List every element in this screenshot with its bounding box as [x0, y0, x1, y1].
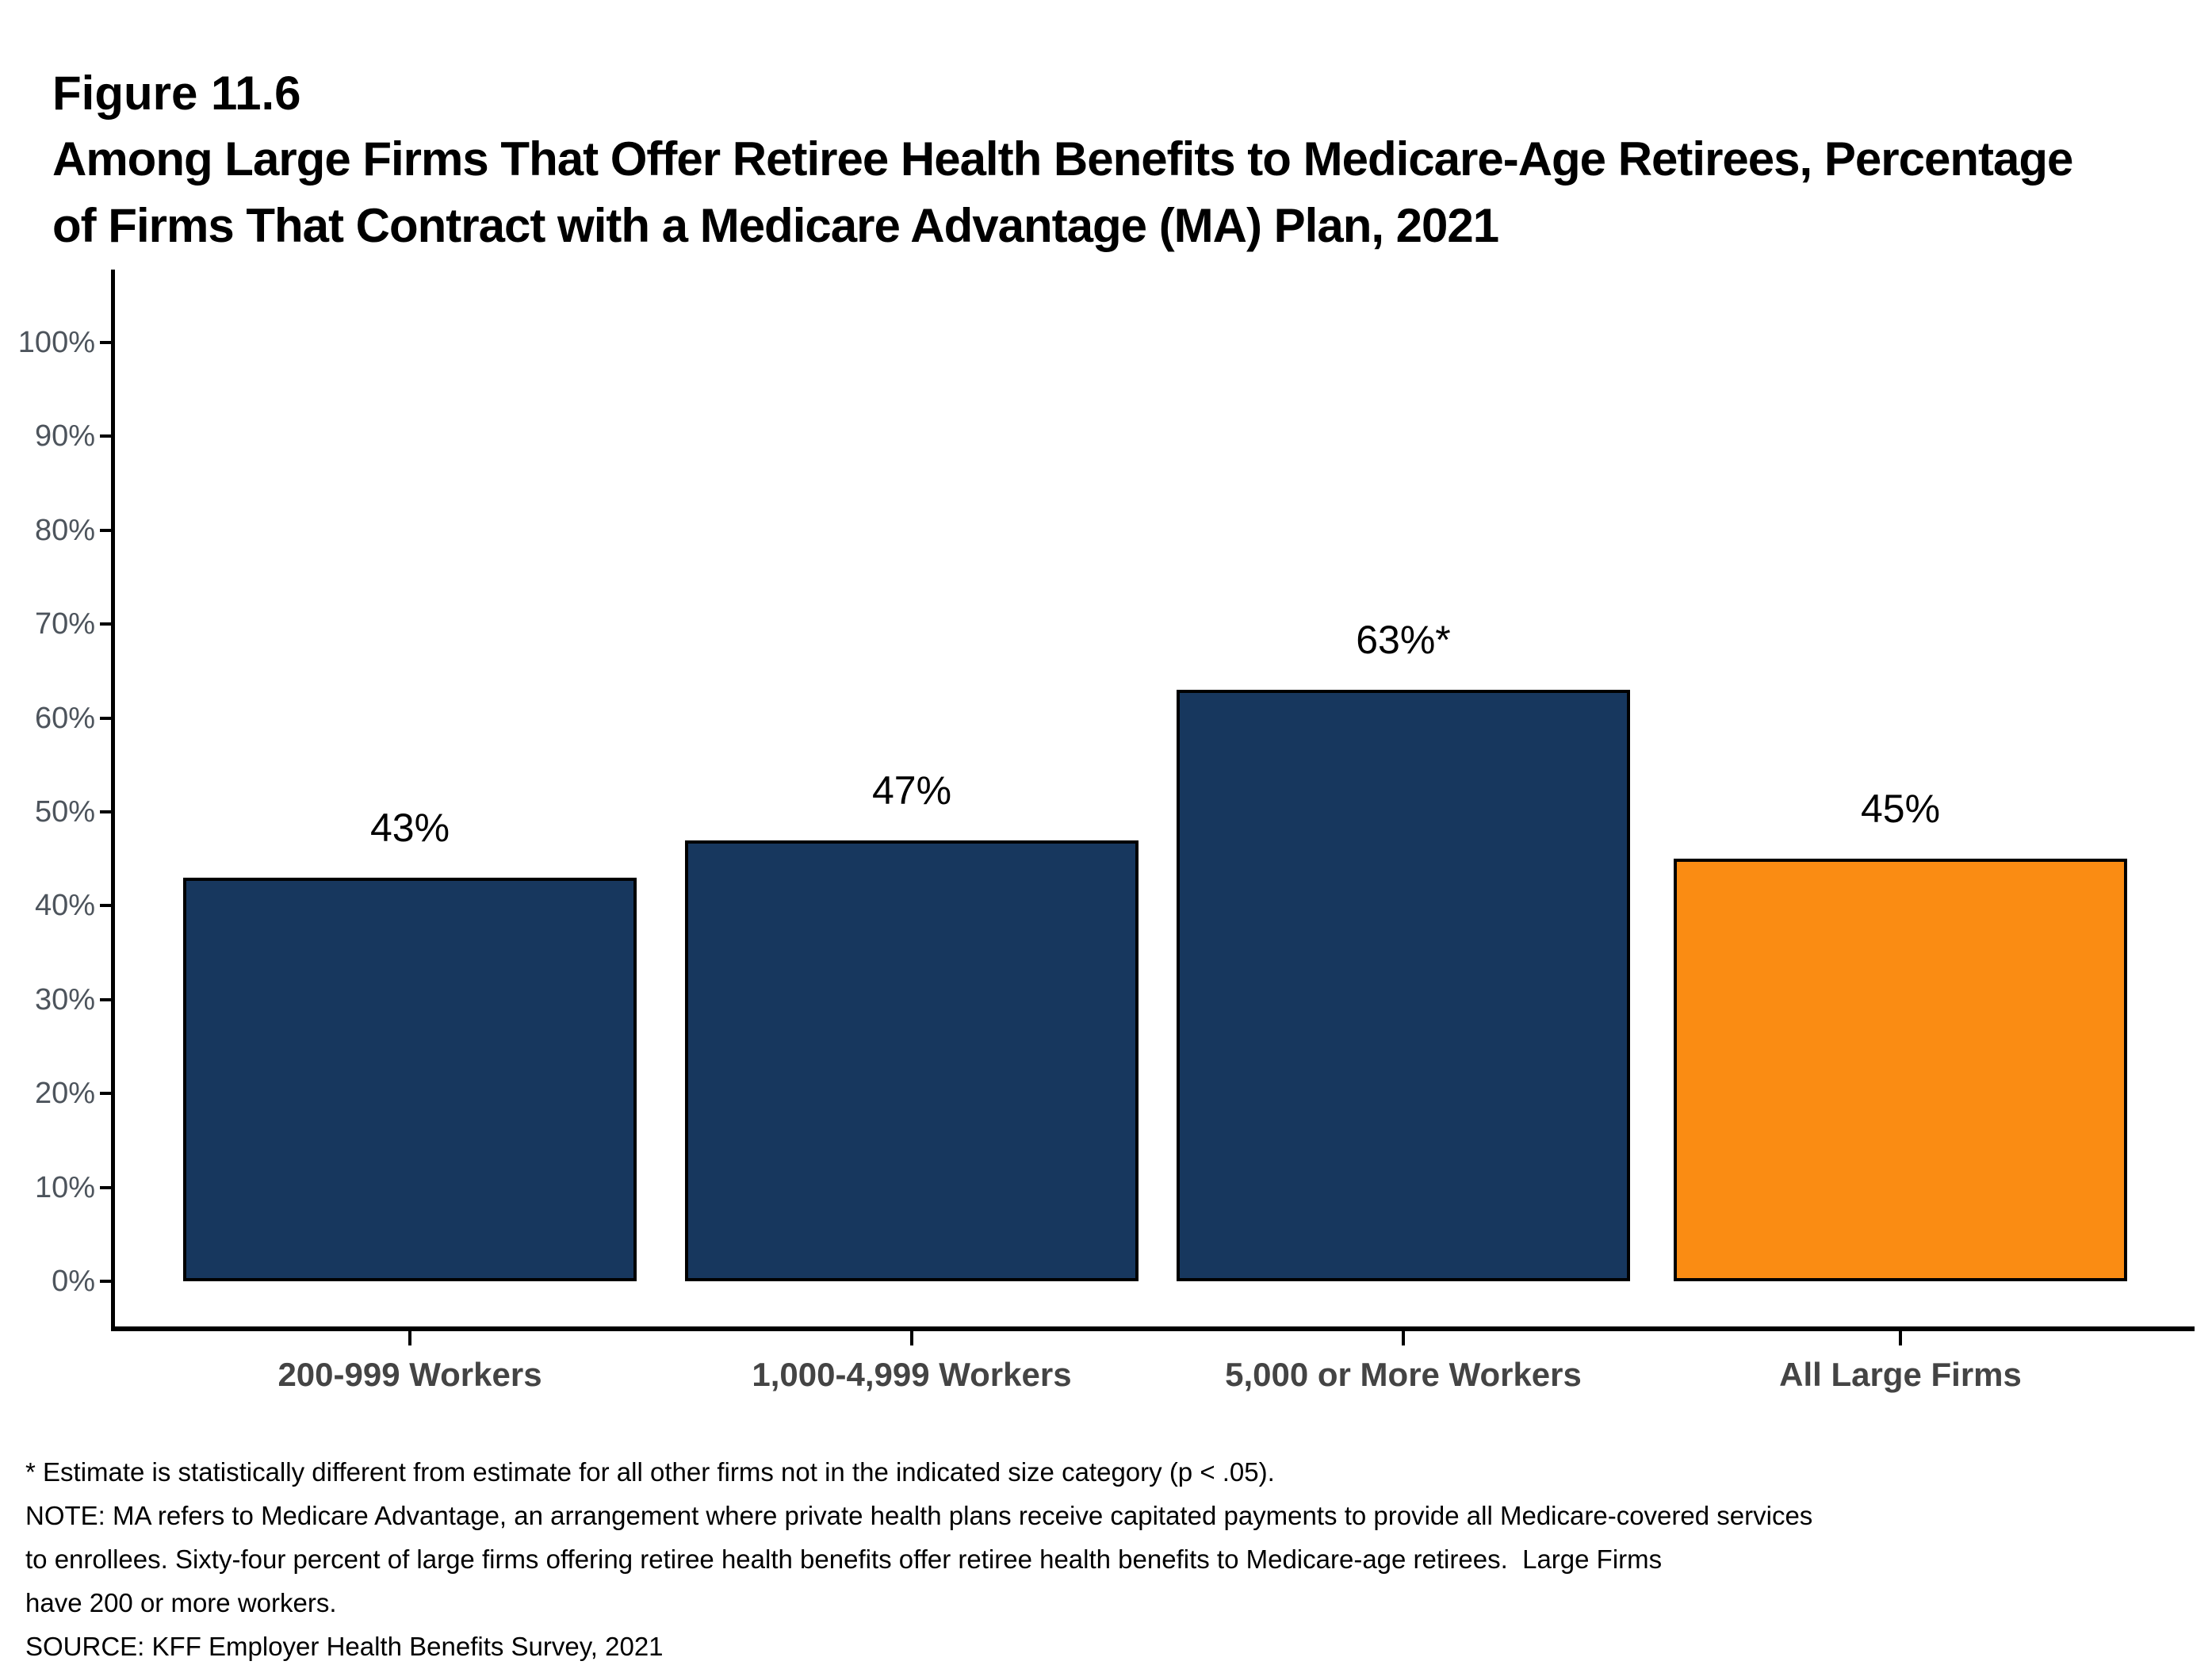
y-axis-line	[111, 270, 115, 1331]
y-axis-tick-label: 70%	[34, 607, 95, 641]
bar-all-large-firms	[1674, 859, 2127, 1281]
footnote-asterisk: * Estimate is statistically different fr…	[25, 1457, 1275, 1487]
y-axis-tick	[100, 1092, 111, 1096]
footnote-note-line-1: NOTE: MA refers to Medicare Advantage, a…	[25, 1501, 1813, 1530]
y-axis-tick-label: 0%	[52, 1265, 95, 1298]
bar-5-000-or-more-workers	[1177, 690, 1630, 1281]
footnote-note-line-2: to enrollees. Sixty-four percent of larg…	[25, 1544, 1663, 1574]
y-axis-tick-label: 30%	[34, 982, 95, 1016]
footnote-source: SOURCE: KFF Employer Health Benefits Sur…	[25, 1632, 664, 1661]
y-axis-tick	[100, 1280, 111, 1283]
y-axis-tick-label: 90%	[34, 419, 95, 454]
x-axis-tick	[408, 1331, 411, 1345]
y-axis-tick	[100, 997, 111, 1001]
x-axis-label-all-large-firms: All Large Firms	[1779, 1356, 2022, 1393]
bar-200-999-workers	[183, 877, 637, 1281]
y-axis-tick	[100, 1185, 111, 1189]
bar-1-000-4-999-workers	[685, 840, 1139, 1281]
y-axis-tick-label: 20%	[34, 1077, 95, 1111]
y-axis-tick	[100, 810, 111, 813]
bar-value-label-1-000-4-999-workers: 47%	[871, 767, 952, 813]
figure-number: Figure 11.6	[52, 67, 301, 120]
y-axis-tick	[100, 904, 111, 908]
bar-value-label-200-999-workers: 43%	[369, 805, 450, 850]
chart-title-line-2: of Firms That Contract with a Medicare A…	[52, 199, 1499, 252]
chart-title-line-1: Among Large Firms That Offer Retiree Hea…	[52, 132, 2073, 186]
y-axis-tick	[100, 341, 111, 344]
y-axis-tick-label: 10%	[34, 1170, 95, 1204]
y-axis-tick-label: 40%	[34, 889, 95, 923]
bar-value-label-all-large-firms: 45%	[1860, 787, 1941, 832]
x-axis-label-1-000-4-999-workers: 1,000-4,999 Workers	[752, 1356, 1072, 1393]
bar-value-label-5-000-or-more-workers: 63%*	[1356, 618, 1451, 663]
x-axis-line	[111, 1326, 2195, 1331]
x-axis-label-200-999-workers: 200-999 Workers	[277, 1356, 542, 1393]
x-axis-tick	[1402, 1331, 1405, 1345]
y-axis-tick	[100, 434, 111, 438]
y-axis-tick-label: 60%	[34, 701, 95, 735]
x-axis-tick	[1899, 1331, 1902, 1345]
y-axis-tick	[100, 716, 111, 720]
y-axis-tick	[100, 622, 111, 626]
y-axis-tick-label: 50%	[34, 795, 95, 829]
y-axis-tick	[100, 528, 111, 532]
y-axis-tick-label: 80%	[34, 513, 95, 547]
x-axis-tick	[910, 1331, 913, 1345]
y-axis-tick-label: 100%	[17, 326, 95, 359]
footnote-note-line-3: have 200 or more workers.	[25, 1588, 337, 1617]
x-axis-label-5-000-or-more-workers: 5,000 or More Workers	[1225, 1356, 1582, 1393]
